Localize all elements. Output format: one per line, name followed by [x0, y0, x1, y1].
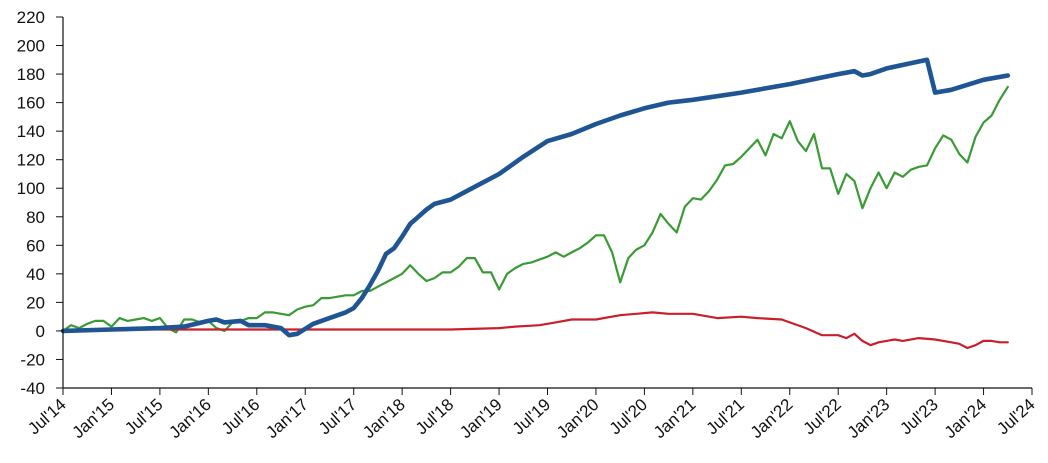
x-tick-label: Jan'24: [941, 395, 991, 442]
x-tick-label: Jul'21: [703, 395, 748, 438]
x-tick-label: Jul'15: [121, 395, 166, 438]
x-tick-label: Jul'16: [218, 395, 263, 438]
y-tick-label: -40: [20, 379, 45, 398]
series-layer: [60, 57, 1011, 350]
x-tick-label: Jul'20: [606, 395, 651, 438]
x-tick-label: Jan'19: [456, 395, 506, 442]
series-line-1: [61, 85, 1009, 334]
y-tick-label: 80: [26, 208, 45, 227]
x-tick-label: Jan'17: [262, 395, 312, 442]
x-tick-label: Jan'18: [359, 395, 409, 442]
y-tick-label: 60: [26, 236, 45, 255]
y-tick-label: 0: [36, 322, 45, 341]
axes-layer: [62, 17, 1032, 389]
y-tick-label: 220: [17, 8, 45, 27]
y-axis-ticks: -40 -20 0 20 40 60 80 100 120 140 160 180 200 220: [17, 8, 63, 398]
x-tick-label: Jul'23: [896, 395, 941, 438]
y-tick-label: 120: [17, 151, 45, 170]
x-tick-label: Jul'18: [412, 395, 457, 438]
series-line-3: [60, 57, 1011, 338]
y-tick-label: 100: [17, 179, 45, 198]
y-tick-label: 20: [26, 293, 45, 312]
x-tick-label: Jul'14: [24, 395, 69, 438]
x-tick-label: Jan'16: [165, 395, 215, 442]
y-tick-label: 140: [17, 122, 45, 141]
x-tick-label: Jan'23: [844, 395, 894, 442]
x-tick-label: Jan'15: [69, 395, 119, 442]
x-tick-label: Jan'20: [553, 395, 603, 442]
y-tick-label: -20: [20, 350, 45, 369]
x-tick-label: Jul'19: [509, 395, 554, 438]
y-tick-label: 40: [26, 265, 45, 284]
y-tick-label: 180: [17, 65, 45, 84]
x-tick-label: Jul'17: [315, 395, 360, 438]
y-tick-label: 200: [17, 37, 45, 56]
x-tick-label: Jan'21: [650, 395, 700, 442]
x-tick-label: Jan'22: [747, 395, 797, 442]
y-tick-label: 160: [17, 94, 45, 113]
series-line-2: [61, 311, 1009, 350]
x-tick-label: Jul'24: [993, 395, 1038, 438]
x-tick-label: Jul'22: [800, 395, 845, 438]
